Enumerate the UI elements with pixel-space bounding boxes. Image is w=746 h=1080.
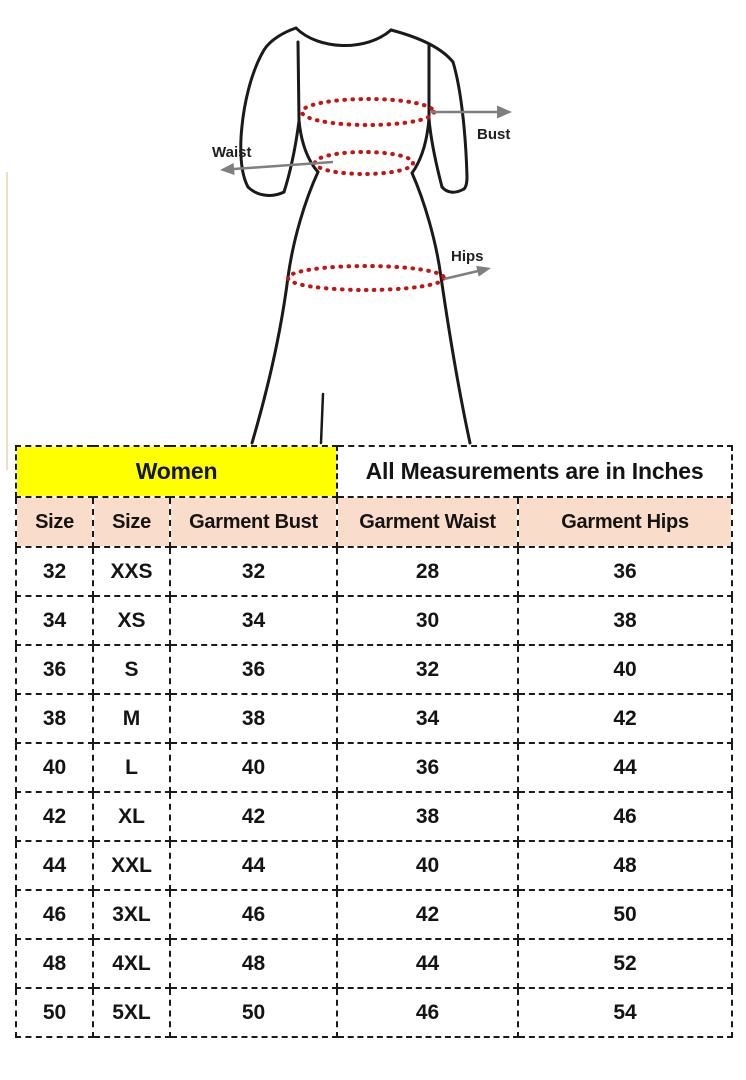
dress-measurement-diagram: Bust Waist Hips — [212, 26, 512, 445]
bust-label: Bust — [477, 126, 510, 143]
table-cell: S — [92, 644, 171, 695]
table-cell: 32 — [168, 546, 339, 597]
bust-measure-line — [300, 97, 436, 127]
table-cell: XXS — [92, 546, 171, 597]
size-table-body: 32 XXS 32 28 36 34 XS 34 30 38 36 S 36 32 40 38 M 38 34 42 4… — [15, 546, 734, 1038]
hips-arrow — [443, 265, 491, 281]
units-header-cell: All Measurements are in Inches — [336, 445, 734, 498]
table-cell: 42 — [168, 791, 339, 842]
table-cell: 30 — [336, 595, 520, 646]
table-cell: 42 — [15, 791, 94, 842]
table-cell: 48 — [168, 938, 339, 989]
table-group-header-row: Women All Measurements are in Inches — [14, 445, 734, 498]
table-row: 44 XXL 44 40 48 — [15, 840, 734, 891]
table-cell: 40 — [336, 840, 520, 891]
table-cell: 54 — [517, 987, 734, 1038]
table-cell: XS — [92, 595, 171, 646]
table-cell: 38 — [168, 693, 339, 744]
table-cell: XXL — [92, 840, 171, 891]
table-cell: 50 — [517, 889, 734, 940]
table-cell: 50 — [15, 987, 94, 1038]
table-cell: 42 — [517, 693, 734, 744]
hips-label: Hips — [451, 248, 484, 265]
waist-arrow — [220, 160, 334, 175]
column-header-garment-bust: Garment Bust — [168, 496, 339, 548]
size-table: Women All Measurements are in Inches Siz… — [14, 445, 734, 1038]
table-row: 38 M 38 34 42 — [15, 693, 734, 744]
table-cell: 42 — [336, 889, 520, 940]
table-row: 50 5XL 50 46 54 — [15, 987, 734, 1038]
table-cell: 44 — [517, 742, 734, 793]
table-cell: 36 — [168, 644, 339, 695]
table-cell: M — [92, 693, 171, 744]
table-cell: 34 — [336, 693, 520, 744]
waist-label: Waist — [212, 144, 251, 161]
column-header-size-number: Size — [15, 496, 94, 548]
table-cell: 34 — [15, 595, 94, 646]
table-cell: 40 — [15, 742, 94, 793]
table-row: 34 XS 34 30 38 — [15, 595, 734, 646]
column-header-size-letter: Size — [92, 496, 171, 548]
table-cell: 44 — [15, 840, 94, 891]
table-cell: 38 — [517, 595, 734, 646]
table-cell: 5XL — [92, 987, 171, 1038]
table-row: 40 L 40 36 44 — [15, 742, 734, 793]
table-cell: 40 — [168, 742, 339, 793]
table-cell: 46 — [168, 889, 339, 940]
table-cell: L — [92, 742, 171, 793]
hips-measure-line — [286, 264, 446, 292]
table-cell: 40 — [517, 644, 734, 695]
table-column-header-row: Size Size Garment Bust Garment Waist Gar… — [15, 496, 734, 548]
table-cell: 48 — [517, 840, 734, 891]
column-header-garment-hips: Garment Hips — [517, 496, 734, 548]
table-cell: 4XL — [92, 938, 171, 989]
table-cell: 28 — [336, 546, 520, 597]
table-row: 48 4XL 48 44 52 — [15, 938, 734, 989]
table-cell: 50 — [168, 987, 339, 1038]
dress-outline — [239, 26, 472, 445]
bust-arrow — [430, 105, 512, 119]
table-cell: 38 — [336, 791, 520, 842]
table-cell: 44 — [336, 938, 520, 989]
table-cell: XL — [92, 791, 171, 842]
table-cell: 3XL — [92, 889, 171, 940]
table-row: 32 XXS 32 28 36 — [15, 546, 734, 597]
column-header-garment-waist: Garment Waist — [336, 496, 520, 548]
table-row: 42 XL 42 38 46 — [15, 791, 734, 842]
table-cell: 46 — [336, 987, 520, 1038]
table-cell: 52 — [517, 938, 734, 989]
table-cell: 44 — [168, 840, 339, 891]
table-cell: 46 — [517, 791, 734, 842]
table-cell: 32 — [15, 546, 94, 597]
table-cell: 46 — [15, 889, 94, 940]
table-cell: 48 — [15, 938, 94, 989]
table-cell: 36 — [517, 546, 734, 597]
women-header-cell: Women — [14, 445, 339, 498]
table-cell: 32 — [336, 644, 520, 695]
table-row: 46 3XL 46 42 50 — [15, 889, 734, 940]
table-cell: 36 — [336, 742, 520, 793]
table-row: 36 S 36 32 40 — [15, 644, 734, 695]
table-cell: 36 — [15, 644, 94, 695]
left-edge-line — [6, 172, 8, 470]
table-cell: 38 — [15, 693, 94, 744]
table-cell: 34 — [168, 595, 339, 646]
